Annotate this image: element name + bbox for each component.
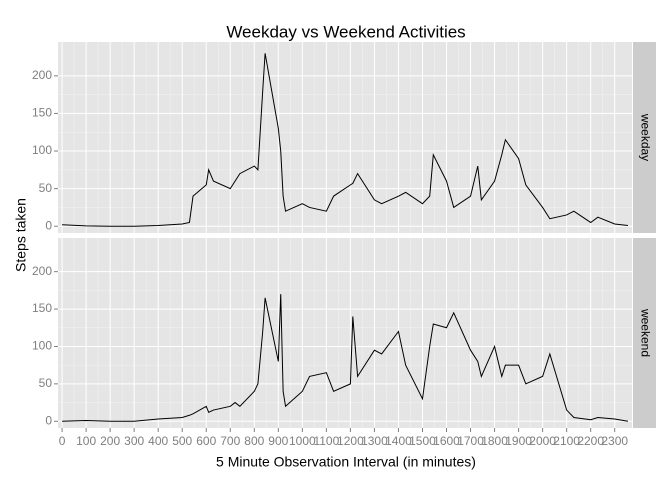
x-tick-label: 1000 — [289, 434, 316, 448]
y-tick-label: 200 — [32, 68, 52, 82]
x-tick-label: 1900 — [505, 434, 532, 448]
x-axis-label: 5 Minute Observation Interval (in minute… — [216, 454, 476, 470]
facet-strip — [633, 42, 656, 233]
y-axis-label: Steps taken — [13, 198, 29, 272]
x-tick-label: 400 — [148, 434, 168, 448]
y-tick-label: 150 — [32, 106, 52, 120]
x-tick-label: 900 — [268, 434, 288, 448]
x-tick-label: 1200 — [337, 434, 364, 448]
x-tick-label: 1500 — [409, 434, 436, 448]
x-tick-label: 500 — [172, 434, 192, 448]
x-tick-label: 2300 — [601, 434, 628, 448]
x-tick-label: 700 — [220, 434, 240, 448]
x-tick-label: 2200 — [577, 434, 604, 448]
panel-background — [58, 238, 632, 428]
series-line — [62, 294, 629, 422]
x-tick-label: 2000 — [529, 434, 556, 448]
x-tick-label: 0 — [59, 434, 66, 448]
x-tick-label: 1700 — [457, 434, 484, 448]
y-tick-label: 0 — [45, 218, 52, 232]
x-tick-label: 1800 — [481, 434, 508, 448]
y-tick-label: 50 — [39, 376, 53, 390]
x-tick-label: 1300 — [361, 434, 388, 448]
y-tick-label: 50 — [39, 181, 53, 195]
chart-title: Weekday vs Weekend Activities — [226, 22, 465, 41]
y-tick-label: 100 — [32, 143, 52, 157]
x-tick-label: 2100 — [553, 434, 580, 448]
x-tick-label: 800 — [244, 434, 264, 448]
x-tick-label: 1600 — [433, 434, 460, 448]
x-tick-label: 1400 — [385, 434, 412, 448]
facet-strip — [633, 238, 656, 428]
x-tick-label: 1100 — [313, 434, 339, 448]
y-tick-label: 150 — [32, 301, 52, 315]
y-tick-label: 200 — [32, 264, 52, 278]
series-line — [62, 53, 628, 227]
facet-label: weekend — [638, 308, 652, 357]
panel-background — [58, 42, 632, 233]
x-tick-label: 200 — [100, 434, 120, 448]
x-tick-label: 100 — [76, 434, 96, 448]
facet-label: weekday — [638, 113, 652, 161]
y-tick-label: 100 — [32, 339, 52, 353]
x-tick-label: 300 — [124, 434, 144, 448]
y-tick-label: 0 — [45, 413, 52, 427]
x-tick-label: 600 — [196, 434, 216, 448]
